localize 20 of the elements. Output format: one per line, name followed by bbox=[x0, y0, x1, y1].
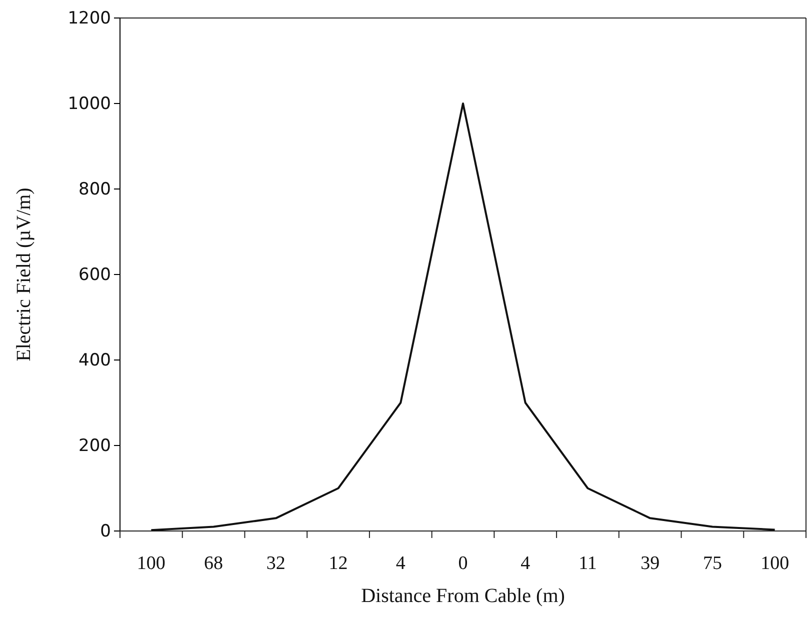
x-tick-label: 4 bbox=[520, 553, 531, 574]
x-tick-label: 39 bbox=[640, 553, 660, 574]
x-tick-label: 11 bbox=[578, 553, 597, 574]
y-tick-label: 400 bbox=[78, 350, 111, 370]
x-tick-label: 4 bbox=[396, 553, 406, 574]
y-tick-label: 0 bbox=[100, 521, 111, 542]
x-tick-label: 75 bbox=[702, 553, 722, 574]
x-tick-label: 12 bbox=[328, 553, 348, 574]
y-tick-label: 200 bbox=[78, 436, 111, 456]
y-tick-label: 1200 bbox=[68, 8, 111, 28]
x-tick-label: 100 bbox=[136, 553, 166, 574]
y-tick-label: 600 bbox=[78, 264, 111, 285]
y-tick-label: 800 bbox=[78, 179, 111, 200]
x-tick-label: 32 bbox=[266, 553, 286, 574]
x-tick-label: 68 bbox=[204, 553, 224, 574]
y-axis-title: Electric Field (µV/m) bbox=[13, 188, 35, 362]
x-axis-title: Distance From Cable (m) bbox=[361, 585, 565, 607]
x-tick-label: 100 bbox=[760, 553, 790, 574]
x-tick-label: 0 bbox=[458, 553, 468, 574]
y-tick-label: 1000 bbox=[68, 94, 111, 114]
